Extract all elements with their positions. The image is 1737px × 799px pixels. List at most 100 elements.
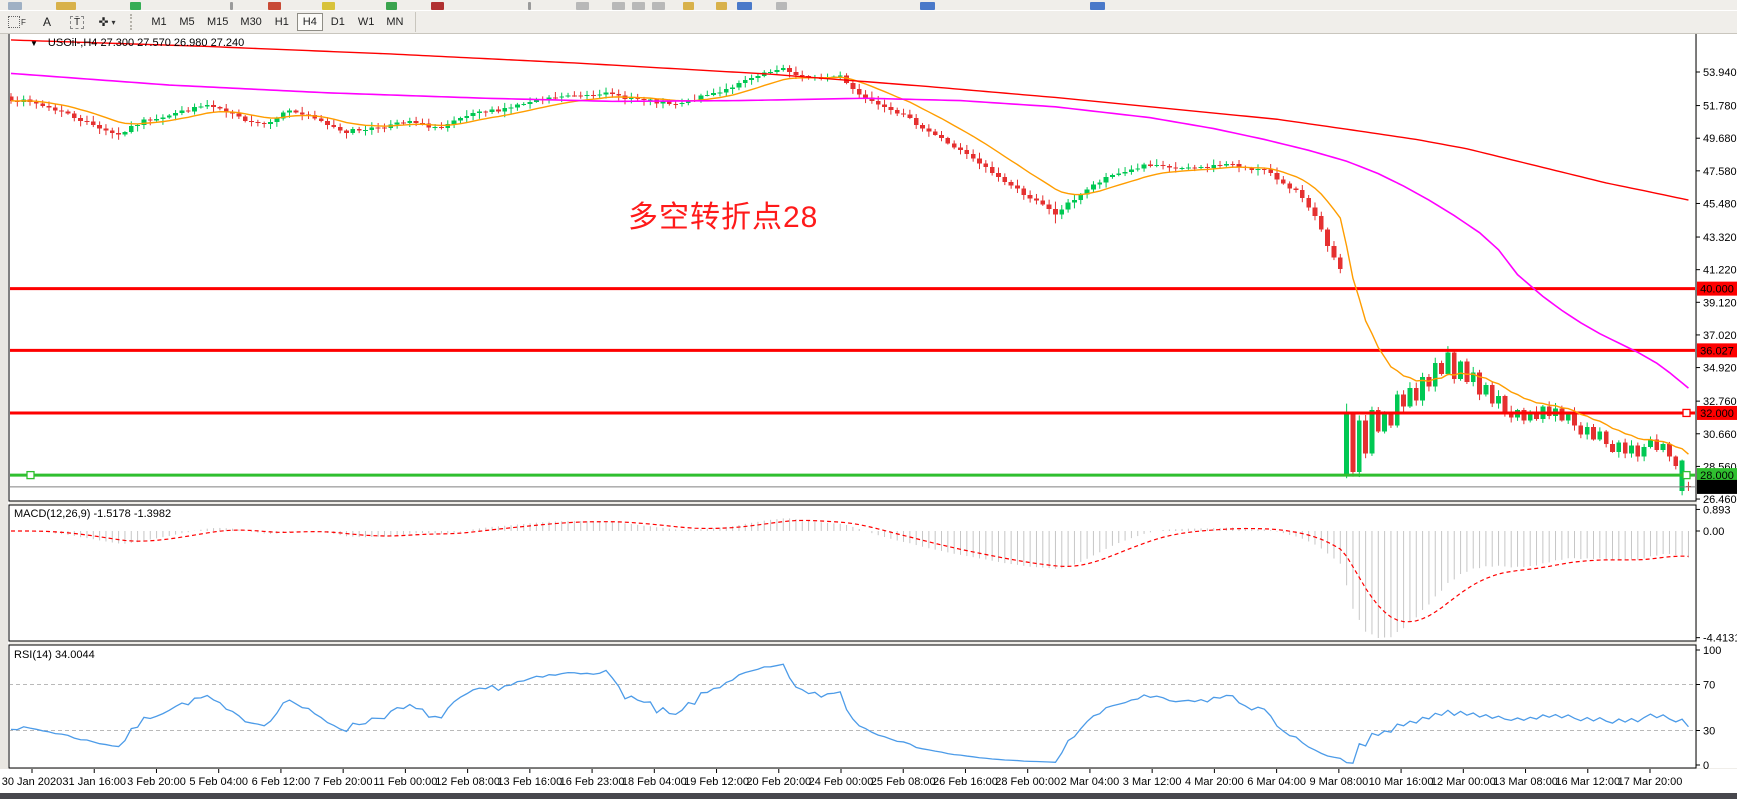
time-axis-label: 7 Feb 20:00	[314, 776, 373, 788]
chevron-down-icon: ▾	[111, 17, 116, 27]
toolbar-icon-fragment	[652, 2, 665, 10]
timeframe-m15-button[interactable]: M15	[202, 13, 233, 31]
toolbar-icon-fragment	[920, 2, 935, 10]
rsi-axis-label: 70	[1703, 680, 1715, 692]
line-handle-icon[interactable]	[26, 470, 35, 480]
rsi-axis-label: 0	[1703, 760, 1709, 772]
grid-tool-button[interactable]: F	[4, 12, 30, 32]
toolbar-icon-fragment	[386, 2, 397, 10]
toolbar-icon-fragment	[576, 2, 589, 10]
price-badge-label: 28.000	[1700, 470, 1734, 482]
time-axis-label: 16 Mar 12:00	[1555, 776, 1620, 788]
objects-icon: ✜	[98, 15, 109, 29]
timeframe-d1-button[interactable]: D1	[325, 13, 351, 31]
toolbar-icon-fragment	[322, 2, 335, 10]
timeframe-h1-button[interactable]: H1	[269, 13, 295, 31]
time-axis-label: 28 Feb 00:00	[995, 776, 1060, 788]
time-axis-label: 24 Feb 00:00	[809, 776, 874, 788]
time-axis-label: 3 Mar 12:00	[1123, 776, 1182, 788]
timeframe-m30-button[interactable]: M30	[235, 13, 266, 31]
toolbar-icon-fragment	[528, 2, 531, 10]
time-axis-label: 26 Feb 16:00	[933, 776, 998, 788]
text-box-tool-button[interactable]: T	[64, 12, 90, 32]
price-badge	[1697, 281, 1737, 296]
time-axis-label: 4 Mar 20:00	[1185, 776, 1244, 788]
price-badge-label: 36.027	[1700, 345, 1734, 357]
timeframe-mn-button[interactable]: MN	[381, 13, 408, 31]
price-axis-label: 26.460	[1703, 494, 1737, 506]
toolbar-icon-fragment	[632, 2, 645, 10]
chart-title[interactable]: ▼ USOil-,H4 27.300 27.570 26.980 27.240	[30, 37, 244, 49]
rsi-axis-label: 30	[1703, 726, 1715, 738]
time-axis-label: 2 Mar 04:00	[1061, 776, 1120, 788]
toolbar-icon-fragment	[612, 2, 625, 10]
macd-panel[interactable]	[8, 504, 1697, 642]
timeframe-h4-button[interactable]: H4	[296, 13, 323, 31]
rsi-indicator-label: RSI(14) 34.0044	[14, 649, 95, 661]
price-axis-label: 49.680	[1703, 133, 1737, 145]
time-axis-label: 19 Feb 12:00	[684, 776, 749, 788]
price-axis-column[interactable]	[1697, 33, 1737, 768]
macd-indicator-label: MACD(12,26,9) -1.5178 -1.3982	[14, 508, 172, 520]
time-axis-label: 3 Feb 20:00	[127, 776, 186, 788]
macd-axis-label: -4.4131	[1703, 633, 1737, 645]
left-gutter	[0, 33, 9, 799]
rsi-axis[interactable]: 100 70 30 0	[1696, 645, 1721, 772]
time-axis-label: 25 Feb 08:00	[871, 776, 936, 788]
timeframe-w1-button[interactable]: W1	[353, 13, 380, 31]
rsi-series	[10, 663, 1695, 764]
rsi-axis-label: 100	[1703, 645, 1721, 657]
time-axis-label: 20 Feb 20:00	[746, 776, 811, 788]
timeframe-m1-button[interactable]: M1	[146, 13, 172, 31]
macd-axis[interactable]: 0.893 0.00 -4.4131	[1696, 504, 1737, 645]
chart-annotation[interactable]: 多空转折点28	[628, 201, 819, 234]
time-axis[interactable]: 30 Jan 2020 31 Jan 16:00 3 Feb 20:00 5 Feb …	[2, 769, 1683, 788]
price-axis-label: 30.660	[1703, 429, 1737, 441]
toolbar-icon-fragment	[268, 2, 281, 10]
time-axis-label: 6 Feb 12:00	[252, 776, 311, 788]
price-badge-label: 27.240	[1700, 482, 1734, 494]
line-handle-icon[interactable]	[1682, 470, 1691, 480]
grid-f-label: F	[21, 17, 26, 27]
price-axis-label: 47.580	[1703, 166, 1737, 178]
rsi-panel[interactable]	[8, 644, 1697, 769]
price-axis-label: 45.480	[1703, 198, 1737, 210]
toolbar-icon-fragment	[683, 2, 694, 10]
price-badge-label: 32.000	[1700, 408, 1734, 420]
toolbar-icon-fragment	[716, 2, 727, 10]
time-axis-label: 16 Feb 23:00	[560, 776, 625, 788]
time-axis-row[interactable]	[0, 769, 1737, 793]
time-axis-label: 30 Jan 2020	[2, 776, 63, 788]
symbol-dropdown-icon[interactable]: ▼	[30, 39, 38, 48]
line-handle-icon[interactable]	[1682, 408, 1691, 418]
time-axis-label: 13 Mar 08:00	[1493, 776, 1558, 788]
price-axis-label: 41.220	[1703, 265, 1737, 277]
toolbar-grip[interactable]	[130, 14, 139, 30]
toolbar-row-cropped	[0, 0, 1737, 11]
price-axis-label: 51.780	[1703, 101, 1737, 113]
price-badge	[1697, 479, 1737, 494]
main-chart-panel[interactable]	[8, 32, 1697, 502]
time-axis-label: 6 Mar 04:00	[1247, 776, 1306, 788]
time-axis-label: 10 Mar 16:00	[1369, 776, 1434, 788]
toolbar-icon-fragment	[737, 2, 752, 10]
text-label-tool-button[interactable]: A	[34, 12, 60, 32]
objects-tool-button[interactable]: ✜ ▾	[94, 12, 120, 32]
price-axis-label: 43.320	[1703, 232, 1737, 244]
time-axis-label: 13 Feb 16:00	[497, 776, 562, 788]
chart-title-text: USOil-,H4 27.300 27.570 26.980 27.240	[47, 37, 245, 49]
toolbar-icon-fragment	[56, 2, 76, 10]
timeframe-m5-button[interactable]: M5	[174, 13, 200, 31]
price-axis-label: 39.120	[1703, 297, 1737, 309]
toolbar-separator	[415, 12, 417, 32]
macd-series	[10, 518, 1689, 638]
price-axis[interactable]: 53.940 51.780 49.680 47.580 45.480 43.320 41.2…	[1696, 67, 1737, 506]
time-axis-label: 31 Jan 16:00	[62, 776, 126, 788]
price-badge	[1697, 405, 1737, 420]
grid-icon	[8, 16, 21, 28]
time-axis-label: 11 Feb 00:00	[373, 776, 437, 788]
toolbar-icon-fragment	[130, 2, 141, 10]
text-box-icon: T	[69, 15, 85, 29]
